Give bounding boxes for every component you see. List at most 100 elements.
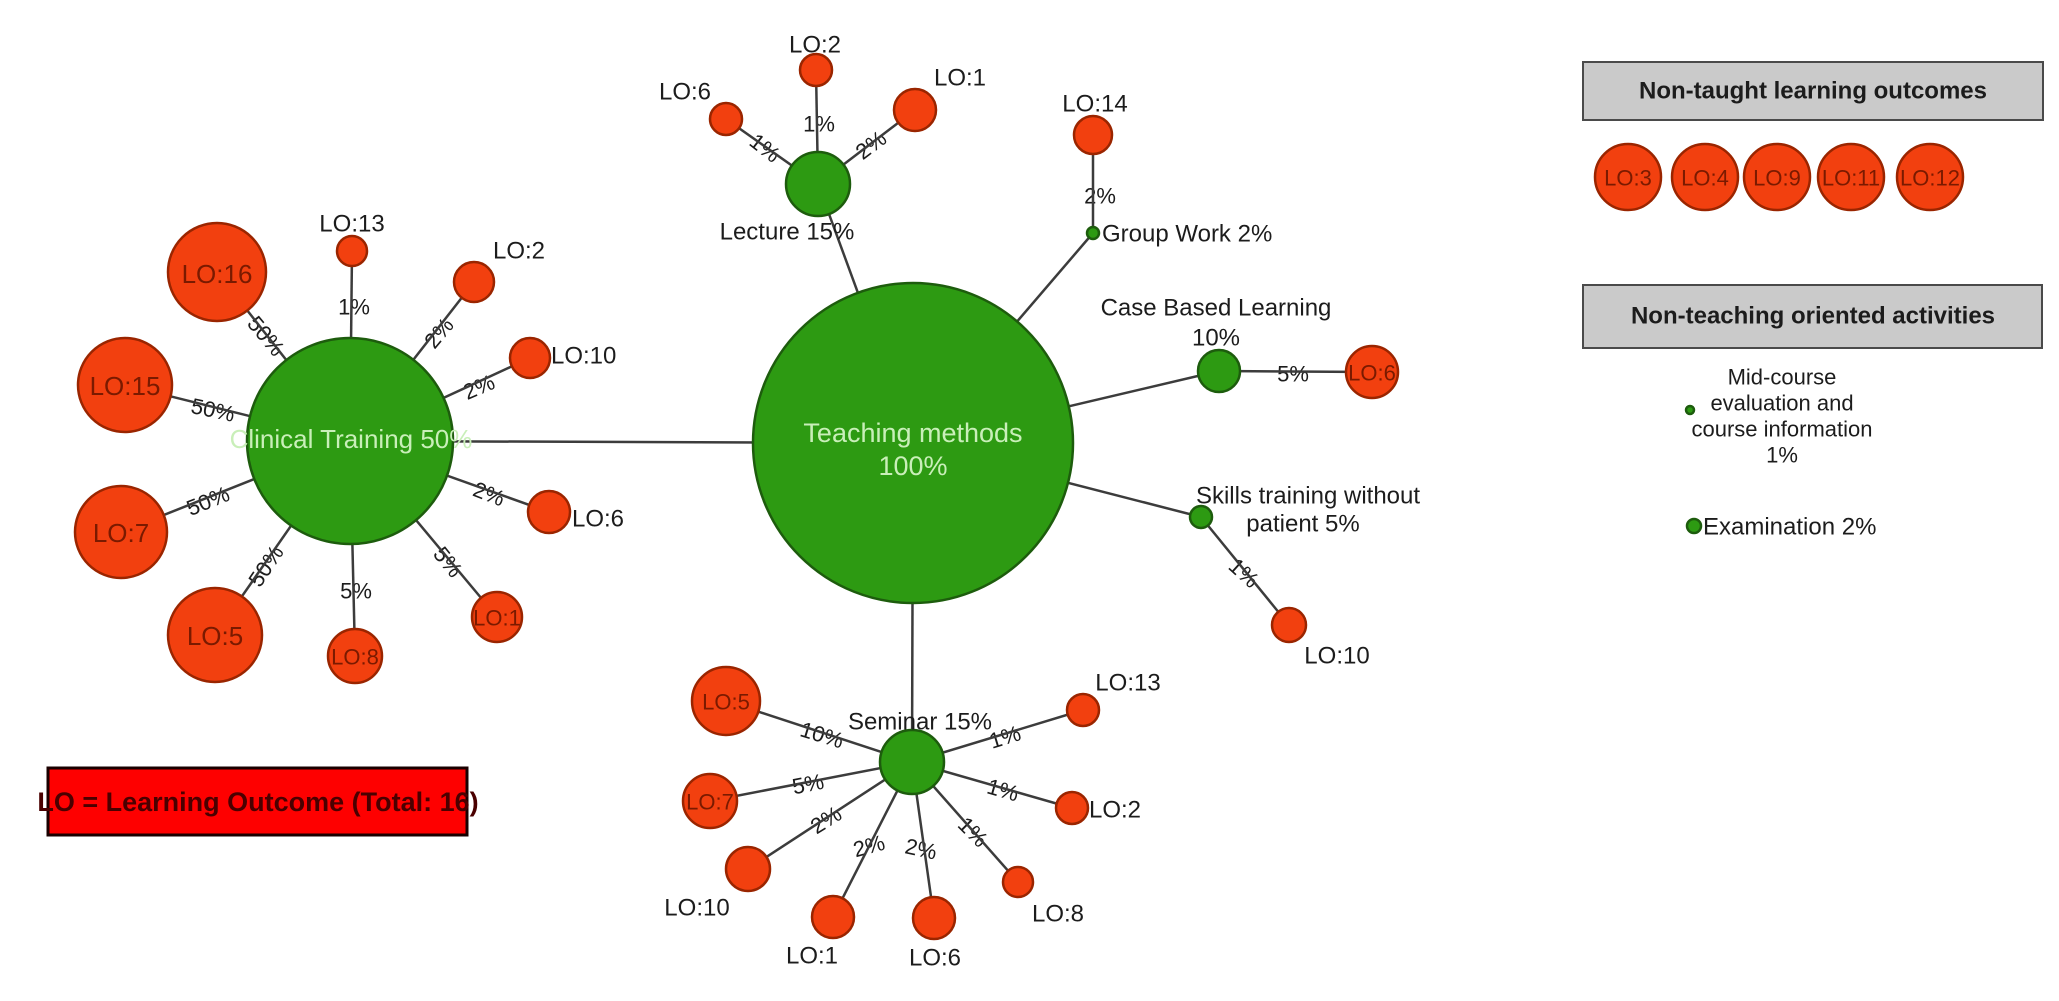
nontaught-lo4-label: LO:4 <box>1681 166 1729 191</box>
lecture-lo2-label: LO:2 <box>789 32 841 59</box>
legend-box <box>46 766 469 837</box>
node-clinical-lo1 <box>470 590 524 644</box>
node-nontaught-lo11 <box>1816 142 1886 212</box>
clinical-lo6-label: LO:6 <box>572 506 624 533</box>
clinical-lo13-label: LO:13 <box>319 211 384 238</box>
clinical-lo8-label: LO:8 <box>331 645 379 670</box>
case-based-label: Case Based Learning <box>1101 295 1332 322</box>
seminar-label: Seminar 15% <box>848 709 992 736</box>
clinical-lo16-label: LO:16 <box>182 259 253 289</box>
non-taught-header-box <box>1582 61 2044 121</box>
node-clinical-lo15 <box>76 336 174 434</box>
skills-label-line1: Skills training without <box>1196 483 1420 510</box>
edge-label-seminar-lo5: 10% <box>797 717 846 754</box>
node-nontaught-lo3 <box>1593 142 1663 212</box>
nontaught-lo9-label: LO:9 <box>1753 166 1801 191</box>
edge-labels: 1% 1% 2% 2% 5% 1% 50% 1% 2% 2% 2% 5% 5% … <box>183 112 1309 865</box>
node-seminar-lo1 <box>810 894 856 940</box>
lecture-lo1-label: LO:1 <box>934 65 986 92</box>
midcourse-line4: 1% <box>1766 443 1798 468</box>
clinical-lo1-label: LO:1 <box>473 606 521 631</box>
midcourse-line2: evaluation and <box>1710 391 1853 416</box>
edge-skills-lo10 <box>1200 516 1290 626</box>
node-clinical-lo10 <box>508 336 552 380</box>
node-clinical-lo2 <box>452 260 496 304</box>
clinical-lo2-label: LO:2 <box>493 238 545 265</box>
node-case-based-learning <box>1196 348 1242 394</box>
edge-label-lecture-lo2: 1% <box>803 112 835 137</box>
node-casebased-lo6 <box>1344 344 1400 400</box>
non-teaching-header-title: Non-teaching oriented activities <box>1631 303 1995 330</box>
node-teaching-methods <box>751 281 1075 605</box>
node-seminar-lo2 <box>1054 790 1090 826</box>
lecture-label: Lecture 15% <box>720 219 855 246</box>
node-clinical-training <box>245 336 455 546</box>
node-lecture-lo2 <box>798 52 834 88</box>
seminar-lo13-label: LO:13 <box>1095 670 1160 697</box>
lecture-lo6-label: LO:6 <box>659 79 711 106</box>
seminar-lo10-label: LO:10 <box>664 895 729 922</box>
node-seminar-lo5 <box>690 665 762 737</box>
edge-label-groupwork-lo14: 2% <box>1084 184 1116 209</box>
seminar-lo1-label: LO:1 <box>786 943 838 970</box>
panel-non-taught: Non-taught learning outcomes LO:3 LO:4 L… <box>1582 61 2044 212</box>
nontaught-lo3-label: LO:3 <box>1604 166 1652 191</box>
seminar-lo6-label: LO:6 <box>909 945 961 972</box>
examination-label: Examination 2% <box>1703 514 1876 541</box>
teaching-methods-name: Teaching methods <box>803 418 1022 448</box>
node-clinical-lo8 <box>326 627 384 685</box>
casebased-lo6-label: LO:6 <box>1348 361 1396 386</box>
node-labels: Teaching methods 100% Clinical Training … <box>90 32 1421 972</box>
case-based-pct: 10% <box>1192 325 1240 352</box>
edge-label-cbl-lo6: 5% <box>1277 362 1309 387</box>
panel-non-teaching: Non-teaching oriented activities Mid-cou… <box>1582 284 2043 541</box>
edge-label-clinical-lo2: 2% <box>419 313 459 353</box>
node-seminar-lo13 <box>1065 692 1101 728</box>
node-lecture-lo6 <box>708 101 744 137</box>
clinical-lo5-label: LO:5 <box>187 621 243 651</box>
node-seminar-lo6 <box>911 895 957 941</box>
edge-label-clinical-lo13: 1% <box>338 295 370 320</box>
teaching-methods-pct: 100% <box>878 451 947 481</box>
node-skills-training <box>1188 504 1214 530</box>
node-clinical-lo5 <box>166 586 264 684</box>
non-taught-header-title: Non-taught learning outcomes <box>1639 78 1987 105</box>
clinical-lo15-label: LO:15 <box>90 371 161 401</box>
clinical-training-label: Clinical Training 50% <box>230 424 473 454</box>
clinical-lo7-label: LO:7 <box>93 518 149 548</box>
edge-label-clinical-lo8: 5% <box>340 579 372 604</box>
node-clinical-lo13 <box>335 234 369 268</box>
legend: LO = Learning Outcome (Total: 16) <box>37 766 479 837</box>
edge-label-seminar-lo10: 2% <box>806 801 846 839</box>
node-seminar-lo7 <box>681 772 739 830</box>
examination-dot <box>1685 517 1703 535</box>
node-clinical-lo6 <box>526 489 572 535</box>
node-skills-lo10 <box>1270 606 1308 644</box>
edge-label-clinical-lo7: 50% <box>183 481 233 521</box>
node-groupwork-lo14 <box>1072 114 1114 156</box>
node-seminar-lo10 <box>724 845 772 893</box>
node-seminar-lo8 <box>1001 865 1035 899</box>
nodes <box>73 52 1400 941</box>
legend-text: LO = Learning Outcome (Total: 16) <box>37 787 478 817</box>
edge-seminar-lo7 <box>709 760 913 803</box>
skills-label-line2: patient 5% <box>1246 511 1359 538</box>
midcourse-line3: course information <box>1692 417 1873 442</box>
seminar-lo7-label: LO:7 <box>686 790 734 815</box>
midcourse-line1: Mid-course <box>1728 365 1837 390</box>
node-clinical-lo16 <box>166 221 268 323</box>
edge-label-seminar-lo6: 2% <box>903 833 939 864</box>
node-nontaught-lo9 <box>1742 142 1812 212</box>
clinical-lo10-label: LO:10 <box>551 343 616 370</box>
groupwork-lo14-label: LO:14 <box>1062 91 1127 118</box>
node-lecture-lo1 <box>892 87 938 133</box>
node-clinical-lo7 <box>73 484 169 580</box>
node-lecture <box>784 150 852 218</box>
edge-label-seminar-lo2: 1% <box>984 774 1021 807</box>
seminar-lo5-label: LO:5 <box>702 690 750 715</box>
nontaught-lo12-label: LO:12 <box>1900 166 1960 191</box>
non-teaching-header-box <box>1582 284 2043 349</box>
node-nontaught-lo12 <box>1895 142 1965 212</box>
